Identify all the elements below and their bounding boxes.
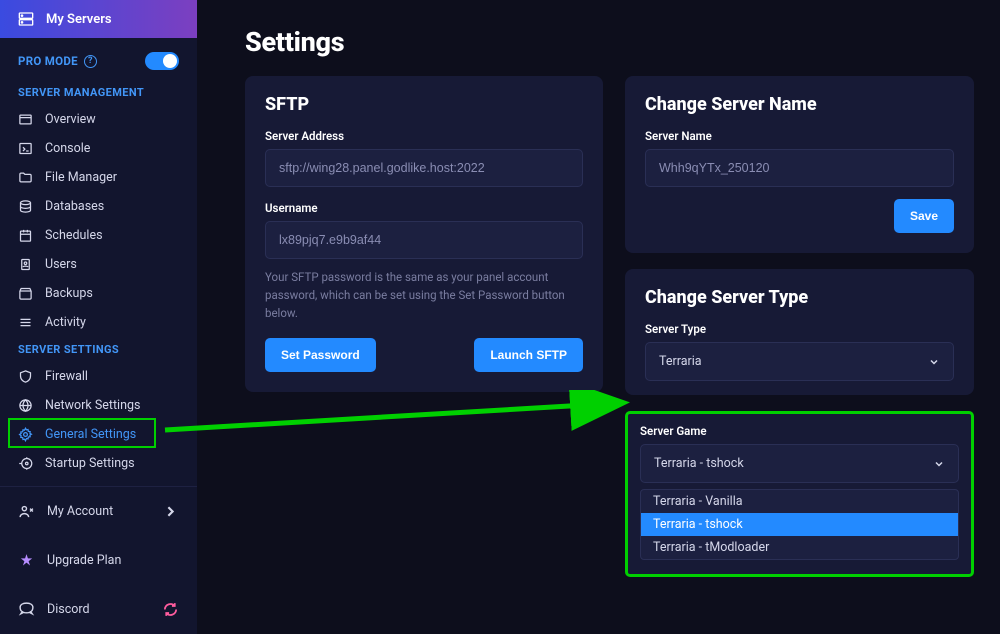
gear-icon <box>18 427 33 442</box>
sidebar-item-label: Users <box>45 257 77 272</box>
server-game-dropdown: Terraria - Vanilla Terraria - tshock Ter… <box>640 489 959 560</box>
sidebar: My Servers PRO MODE ? SERVER MANAGEMENT … <box>0 0 197 634</box>
sidebar-item-discord[interactable]: Discord <box>0 585 197 634</box>
server-type-select[interactable]: Terraria <box>645 342 954 381</box>
server-game-label: Server Game <box>640 424 959 438</box>
sidebar-item-label: Overview <box>45 112 96 127</box>
sftp-help-text: Your SFTP password is the same as your p… <box>265 269 583 322</box>
server-game-value: Terraria - tshock <box>654 456 744 471</box>
sidebar-item-label: Backups <box>45 286 93 301</box>
change-name-card: Change Server Name Server Name Save <box>625 76 974 253</box>
set-password-button[interactable]: Set Password <box>265 338 376 372</box>
sidebar-item-file-manager[interactable]: File Manager <box>0 163 197 192</box>
sidebar-item-activity[interactable]: Activity <box>0 308 197 337</box>
firewall-icon <box>18 369 33 384</box>
section-settings-label: SERVER SETTINGS <box>0 337 197 362</box>
sidebar-item-network[interactable]: Network Settings <box>0 391 197 420</box>
server-game-section: Server Game Terraria - tshock Terraria -… <box>625 411 974 577</box>
dropdown-option[interactable]: Terraria - Vanilla <box>641 490 958 513</box>
header-bar[interactable]: My Servers <box>0 0 197 38</box>
change-type-card: Change Server Type Server Type Terraria <box>625 269 974 395</box>
sftp-address-input[interactable] <box>265 149 583 187</box>
discord-icon <box>18 601 35 618</box>
dropdown-option[interactable]: Terraria - tModloader <box>641 536 958 559</box>
change-type-title: Change Server Type <box>645 287 954 308</box>
sidebar-item-label: File Manager <box>45 170 117 185</box>
bottom-nav: My Account Upgrade Plan Discord <box>0 486 197 634</box>
console-icon <box>18 141 33 156</box>
databases-icon <box>18 199 33 214</box>
section-management-label: SERVER MANAGEMENT <box>0 80 197 105</box>
file-manager-icon <box>18 170 33 185</box>
backups-icon <box>18 286 33 301</box>
activity-icon <box>18 315 33 330</box>
sidebar-item-label: General Settings <box>45 427 136 442</box>
server-type-label: Server Type <box>645 322 954 336</box>
upgrade-icon <box>18 552 35 569</box>
sidebar-item-overview[interactable]: Overview <box>0 105 197 134</box>
sidebar-item-account[interactable]: My Account <box>0 487 197 536</box>
schedules-icon <box>18 228 33 243</box>
header-title: My Servers <box>46 12 112 27</box>
sidebar-item-general[interactable]: General Settings <box>0 420 197 449</box>
overview-icon <box>18 112 33 127</box>
sidebar-item-startup[interactable]: Startup Settings <box>0 449 197 478</box>
page-title: Settings <box>245 26 974 58</box>
sidebar-item-label: Discord <box>47 602 90 617</box>
sidebar-item-label: My Account <box>47 504 113 519</box>
sidebar-item-label: Network Settings <box>45 398 140 413</box>
chevron-down-icon <box>928 356 940 368</box>
startup-icon <box>18 456 33 471</box>
change-name-title: Change Server Name <box>645 94 954 115</box>
server-name-label: Server Name <box>645 129 954 143</box>
sidebar-item-upgrade[interactable]: Upgrade Plan <box>0 536 197 585</box>
sftp-title: SFTP <box>265 94 583 115</box>
sftp-username-label: Username <box>265 201 583 215</box>
save-button[interactable]: Save <box>894 199 954 233</box>
launch-sftp-button[interactable]: Launch SFTP <box>474 338 583 372</box>
sidebar-item-users[interactable]: Users <box>0 250 197 279</box>
server-game-select[interactable]: Terraria - tshock <box>640 444 959 483</box>
network-icon <box>18 398 33 413</box>
server-type-value: Terraria <box>659 354 702 369</box>
sidebar-item-schedules[interactable]: Schedules <box>0 221 197 250</box>
pro-mode-row: PRO MODE ? <box>0 38 197 80</box>
sidebar-item-label: Upgrade Plan <box>47 553 121 568</box>
sftp-username-input[interactable] <box>265 221 583 259</box>
servers-icon <box>18 11 34 27</box>
sidebar-item-label: Console <box>45 141 90 156</box>
sftp-address-label: Server Address <box>265 129 583 143</box>
sidebar-item-label: Databases <box>45 199 104 214</box>
dropdown-option[interactable]: Terraria - tshock <box>641 513 958 536</box>
help-icon[interactable]: ? <box>84 55 97 68</box>
sidebar-item-label: Firewall <box>45 369 88 384</box>
refresh-icon[interactable] <box>162 601 179 618</box>
pro-mode-label: PRO MODE ? <box>18 54 97 68</box>
sidebar-item-databases[interactable]: Databases <box>0 192 197 221</box>
chevron-down-icon <box>933 458 945 470</box>
main-content: Settings SFTP Server Address Username Yo… <box>197 0 1000 634</box>
sidebar-item-firewall[interactable]: Firewall <box>0 362 197 391</box>
sidebar-item-console[interactable]: Console <box>0 134 197 163</box>
users-icon <box>18 257 33 272</box>
chevron-right-icon <box>162 503 179 520</box>
sidebar-item-label: Activity <box>45 315 86 330</box>
pro-mode-toggle[interactable] <box>145 52 179 70</box>
sftp-card: SFTP Server Address Username Your SFTP p… <box>245 76 603 392</box>
server-name-input[interactable] <box>645 149 954 187</box>
account-icon <box>18 503 35 520</box>
sidebar-item-backups[interactable]: Backups <box>0 279 197 308</box>
sidebar-item-label: Schedules <box>45 228 103 243</box>
sidebar-item-label: Startup Settings <box>45 456 135 471</box>
